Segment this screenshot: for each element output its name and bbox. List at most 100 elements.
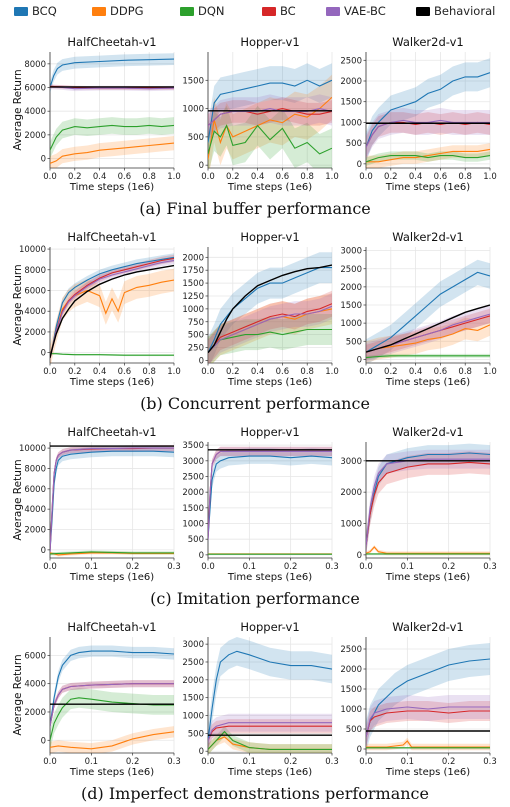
series-line-ddpg (366, 546, 490, 554)
legend-label: VAE-BC (344, 4, 386, 18)
y-tick-label: 2500 (340, 645, 362, 655)
x-tick-label: 0.2 (226, 172, 240, 182)
y-tick-label: 1750 (182, 266, 204, 276)
x-tick-label: 0.4 (251, 172, 265, 182)
x-tick-label: 0.0 (359, 562, 373, 572)
y-tick-label: 8000 (24, 464, 46, 474)
chart-title: Walker2d-v1 (392, 230, 464, 244)
y-tick-label: 0 (41, 349, 46, 359)
chart-2-0-halfcheetah-v1: 0.0 0.1 0.2 0.3 0 2000 4000 6000 8000 10000 HalfCh… (12, 425, 181, 583)
x-tick-label: 0.0 (359, 172, 373, 182)
x-tick-label: 0.2 (126, 757, 140, 767)
y-tick-label: 2000 (182, 253, 204, 263)
band-vae-bc (50, 445, 174, 555)
x-tick-label: 0.3 (167, 757, 181, 767)
y-tick-label: 1500 (340, 98, 362, 108)
y-tick-label: 500 (188, 535, 204, 545)
y-tick-label: 2000 (340, 665, 362, 675)
chart-title: HalfCheetah-v1 (67, 620, 156, 634)
band-bcq (50, 253, 174, 362)
x-tick-label: 0.0 (359, 367, 373, 377)
x-tick-label: 1.0 (167, 172, 181, 182)
band-bc (50, 680, 174, 730)
band-vae-bc (50, 680, 174, 730)
x-axis-label: Time steps (1e6) (227, 572, 312, 583)
series-line-vae-bc (50, 259, 174, 358)
behavioral-curve (50, 264, 174, 358)
chart-1-0-halfcheetah-v1: 0.0 0.2 0.4 0.6 0.8 1.0 0 2000 4000 6000 8000 10000… (12, 230, 181, 388)
y-tick-label: 1000 (182, 520, 204, 530)
band-bcq (50, 53, 174, 94)
legend-label: DDPG (110, 4, 144, 18)
legend-label: Behavioral (434, 4, 496, 18)
y-axis-label: Average Return (12, 264, 24, 345)
band-bc (208, 97, 332, 137)
y-tick-label: 3000 (340, 247, 362, 257)
caption-imperfect: (d) Imperfect demonstrations performance (81, 784, 429, 803)
x-axis-label: Time steps (1e6) (227, 377, 312, 388)
plot-area (50, 253, 174, 363)
y-tick-label: 4000 (24, 505, 46, 515)
series-line-dqn (208, 328, 332, 354)
series-line-dqn (208, 730, 332, 750)
y-tick-label: 500 (346, 139, 362, 149)
x-tick-label: 0.4 (409, 367, 423, 377)
chart-1-2-walker2d-v1: 0.0 0.2 0.4 0.6 0.8 1.0 0 500 1000 1500 2000 2500 30… (340, 230, 496, 388)
series-line-ddpg (50, 142, 174, 164)
y-tick-label: 500 (188, 133, 204, 143)
y-tick-label: 0 (199, 747, 204, 757)
y-tick-label: 500 (346, 337, 362, 347)
series-line-ddpg (366, 148, 490, 163)
legend-swatch (14, 7, 28, 16)
y-tick-label: 10000 (19, 245, 46, 255)
plot-area (208, 63, 332, 168)
series-line-bc (208, 725, 332, 741)
y-tick-label: 2500 (340, 265, 362, 275)
x-tick-label: 1.0 (167, 367, 181, 377)
series-line-bc (50, 447, 174, 552)
y-axis-label: Average Return (12, 459, 24, 540)
y-tick-label: 250 (188, 344, 204, 354)
x-axis-label: Time steps (1e6) (385, 377, 470, 388)
caption-imitation: (c) Imitation performance (150, 589, 360, 608)
y-tick-label: 1000 (340, 705, 362, 715)
plot-area (366, 643, 490, 753)
series-line-bc (208, 303, 332, 354)
band-vae-bc (50, 256, 174, 362)
band-vae-bc (208, 293, 332, 363)
x-tick-label: 0.6 (276, 172, 290, 182)
y-tick-label: 2000 (24, 708, 46, 718)
x-tick-label: 1.0 (483, 367, 497, 377)
series-line-vae-bc (366, 706, 490, 738)
x-tick-label: 0.3 (325, 562, 339, 572)
x-tick-label: 0.4 (409, 172, 423, 182)
series-line-dqn (50, 353, 174, 356)
x-tick-label: 0.0 (43, 757, 57, 767)
y-tick-label: 1000 (340, 319, 362, 329)
chart-3-2-walker2d-v1: 0.0 0.1 0.2 0.3 0 500 1000 1500 2000 2500 Walker2d… (340, 620, 496, 778)
plot-area (50, 53, 174, 168)
y-tick-label: 0 (199, 161, 204, 171)
x-tick-label: 0.4 (93, 172, 107, 182)
x-tick-label: 0.2 (226, 367, 240, 377)
band-dqn (208, 726, 332, 753)
x-tick-label: 0.2 (384, 367, 398, 377)
y-tick-label: 1500 (182, 279, 204, 289)
y-tick-label: 0 (357, 745, 362, 755)
band-vae-bc (208, 94, 332, 140)
x-axis-label: Time steps (1e6) (385, 767, 470, 778)
band-bcq (50, 446, 174, 557)
series-line-vae-bc (366, 119, 490, 148)
chart-3-0-halfcheetah-v1: 0.0 0.1 0.2 0.3 0 2000 4000 6000 HalfCheetah-v1 T… (12, 620, 181, 778)
x-tick-label: 0.6 (118, 172, 132, 182)
y-tick-label: 0 (357, 355, 362, 365)
x-tick-label: 1.0 (325, 367, 339, 377)
series-line-bcq (366, 271, 490, 353)
chart-title: Walker2d-v1 (392, 425, 464, 439)
band-bcq (366, 643, 490, 753)
band-bc (208, 290, 332, 363)
x-tick-label: 0.0 (359, 757, 373, 767)
series-line-ddpg (366, 740, 490, 748)
y-tick-label: 3000 (182, 640, 204, 650)
x-tick-label: 0.3 (325, 757, 339, 767)
